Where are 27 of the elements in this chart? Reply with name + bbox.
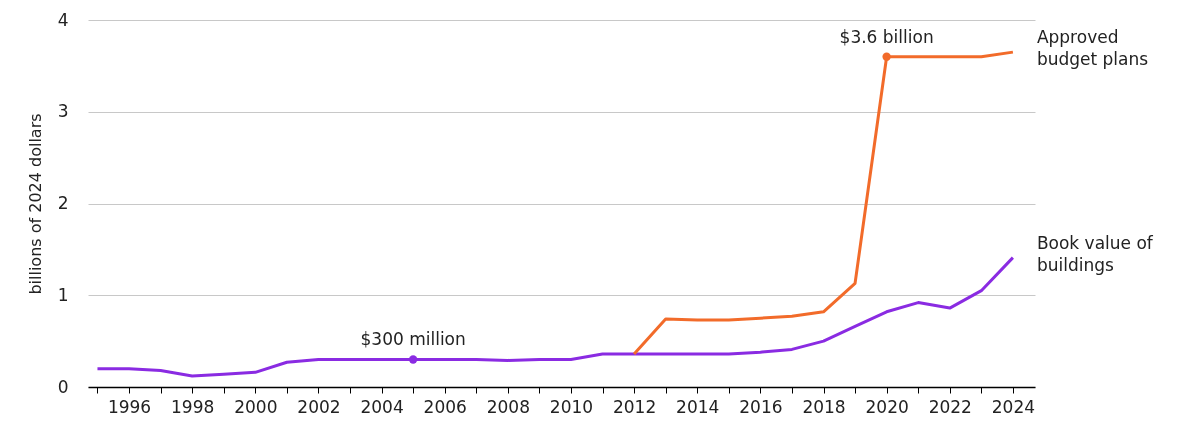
annotation: $3.6 billion <box>839 26 934 47</box>
x-tick-label: 2002 <box>297 396 341 417</box>
series-label: Approved budget plans <box>1036 27 1149 70</box>
line-series <box>95 256 1015 378</box>
x-tick-label: 1996 <box>107 396 152 417</box>
x-tick-label: 2024 <box>991 396 1036 417</box>
y-axis-title: billions of 2024 dollars <box>25 113 45 295</box>
line-series <box>632 50 1015 356</box>
annotation: $300 million <box>360 329 466 350</box>
y-tick-label: 4 <box>57 9 69 30</box>
series-label: Book value of buildings <box>1036 232 1154 275</box>
x-tick-label: 2020 <box>865 396 909 417</box>
x-tick-label: 2008 <box>486 396 530 417</box>
x-tick-label: 2022 <box>928 396 972 417</box>
y-tick-label: 2 <box>57 193 69 213</box>
x-tick-label: 2012 <box>612 396 657 417</box>
x-tick-label: 2018 <box>802 396 846 417</box>
y-tick-label: 0 <box>57 376 69 397</box>
x-tick-label: 2010 <box>549 396 594 417</box>
x-tick-label: 2016 <box>739 396 783 417</box>
x-tick-label: 2006 <box>423 396 467 417</box>
x-tick-label: 2004 <box>360 396 404 417</box>
x-tick-label: 1998 <box>171 396 215 417</box>
x-tick-label: 2014 <box>676 396 720 417</box>
y-tick-label: 1 <box>57 284 69 305</box>
y-tick-label: 3 <box>57 101 69 122</box>
x-tick-label: 2000 <box>234 396 278 417</box>
